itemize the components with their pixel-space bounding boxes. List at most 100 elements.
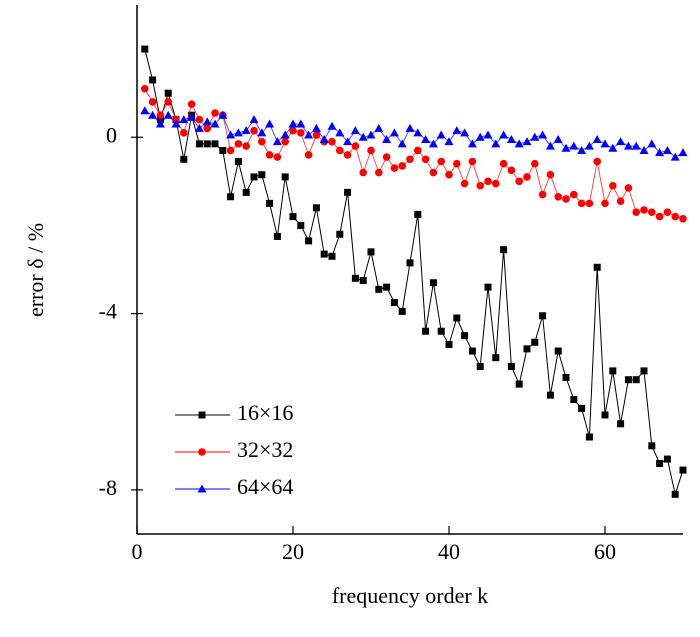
point bbox=[608, 143, 618, 152]
point bbox=[195, 140, 203, 148]
point bbox=[141, 45, 149, 53]
point bbox=[428, 139, 438, 148]
point bbox=[148, 110, 158, 119]
point bbox=[288, 119, 298, 128]
point bbox=[514, 139, 524, 148]
point bbox=[444, 137, 454, 146]
legend-label: 16×16 bbox=[237, 400, 293, 425]
point bbox=[250, 126, 258, 135]
point bbox=[382, 134, 392, 143]
point bbox=[678, 148, 688, 157]
point bbox=[460, 128, 470, 137]
point bbox=[219, 146, 227, 154]
point bbox=[335, 128, 345, 137]
point bbox=[601, 411, 609, 419]
point bbox=[429, 168, 438, 177]
point bbox=[632, 208, 640, 216]
point bbox=[234, 157, 242, 165]
point bbox=[499, 130, 509, 139]
point bbox=[148, 98, 157, 106]
point bbox=[359, 168, 368, 177]
point bbox=[554, 347, 562, 355]
point bbox=[195, 115, 204, 124]
point bbox=[475, 132, 485, 141]
point bbox=[328, 137, 336, 146]
point bbox=[312, 204, 320, 212]
point bbox=[140, 106, 150, 115]
point bbox=[616, 197, 625, 205]
point bbox=[445, 170, 453, 179]
point bbox=[554, 192, 562, 201]
point bbox=[405, 123, 415, 132]
point bbox=[570, 190, 578, 199]
point bbox=[662, 145, 672, 154]
point bbox=[452, 126, 462, 135]
point bbox=[640, 206, 648, 214]
point bbox=[297, 129, 305, 137]
point bbox=[366, 130, 376, 139]
point bbox=[476, 181, 485, 190]
point bbox=[671, 212, 679, 221]
point bbox=[398, 162, 407, 170]
point bbox=[679, 466, 687, 474]
point bbox=[421, 134, 431, 143]
point bbox=[632, 376, 640, 384]
series-line bbox=[144, 88, 684, 220]
point bbox=[296, 119, 306, 128]
point bbox=[202, 117, 212, 126]
point bbox=[679, 215, 687, 223]
point bbox=[390, 164, 399, 172]
point bbox=[319, 134, 329, 143]
point bbox=[616, 137, 626, 146]
point bbox=[155, 119, 165, 128]
point bbox=[499, 159, 508, 168]
point bbox=[562, 374, 570, 382]
point bbox=[609, 367, 617, 375]
point bbox=[648, 442, 656, 450]
point bbox=[414, 146, 422, 155]
point bbox=[656, 459, 664, 467]
point bbox=[671, 490, 679, 498]
point bbox=[624, 376, 632, 384]
point bbox=[453, 159, 461, 168]
point bbox=[663, 208, 672, 216]
point bbox=[211, 140, 219, 148]
x-tick-label: 20 bbox=[282, 539, 304, 564]
point bbox=[500, 246, 508, 254]
point bbox=[289, 126, 297, 135]
point bbox=[227, 193, 235, 201]
point bbox=[350, 126, 360, 135]
point bbox=[359, 277, 367, 285]
x-tick-label: 0 bbox=[132, 539, 143, 564]
y-tick-label: -8 bbox=[99, 475, 117, 500]
point bbox=[305, 237, 313, 245]
y-tick-label: -4 bbox=[99, 299, 117, 324]
point bbox=[639, 145, 649, 154]
point bbox=[297, 221, 305, 229]
point bbox=[546, 170, 555, 179]
point bbox=[242, 142, 250, 150]
point bbox=[320, 250, 328, 258]
series-line bbox=[144, 48, 684, 497]
point bbox=[179, 115, 189, 124]
point bbox=[336, 230, 344, 238]
point bbox=[281, 173, 289, 181]
point bbox=[507, 166, 516, 175]
point bbox=[577, 145, 587, 154]
point bbox=[600, 139, 610, 148]
point bbox=[569, 141, 579, 150]
point bbox=[180, 129, 188, 137]
point bbox=[194, 123, 204, 132]
point bbox=[484, 177, 492, 186]
point bbox=[468, 157, 477, 166]
point bbox=[242, 188, 250, 196]
point bbox=[273, 153, 282, 161]
point bbox=[389, 128, 399, 137]
point bbox=[257, 128, 267, 137]
point bbox=[390, 299, 398, 307]
legend-marker bbox=[198, 411, 206, 419]
point bbox=[429, 279, 437, 287]
point bbox=[343, 137, 353, 146]
point bbox=[304, 151, 313, 159]
point bbox=[375, 168, 383, 177]
